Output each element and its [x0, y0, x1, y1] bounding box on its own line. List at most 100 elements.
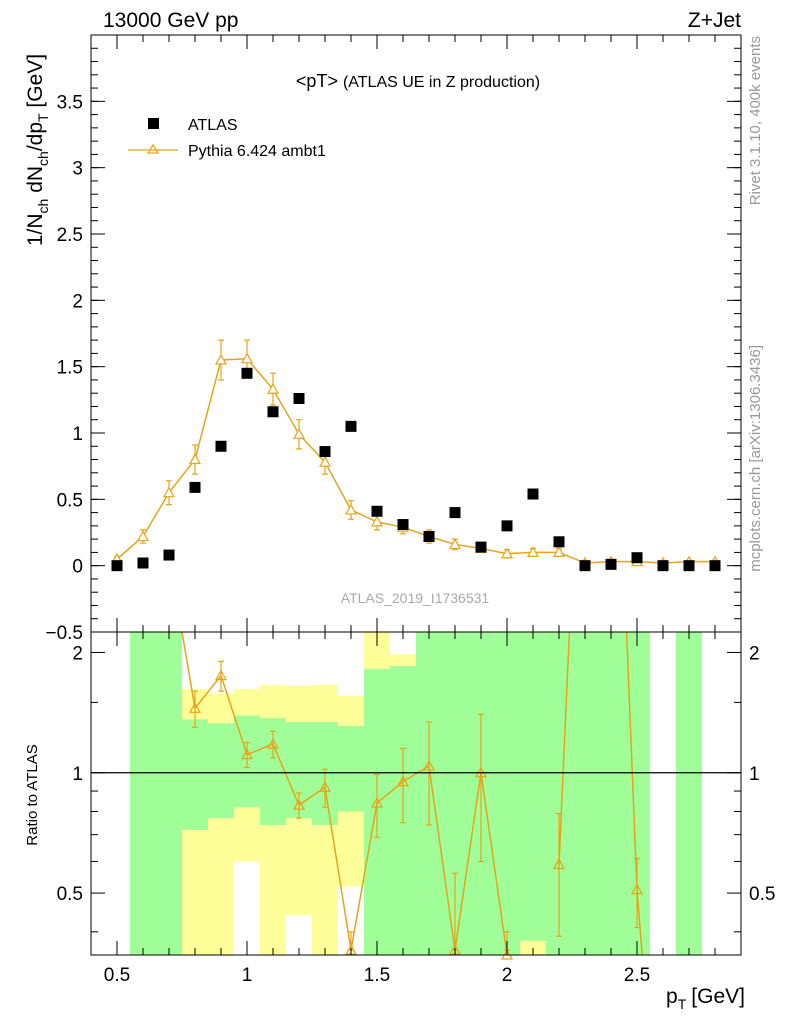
ratio-point [292, 798, 306, 810]
ratio-green-band [130, 632, 156, 955]
ratio-green-band [598, 632, 624, 955]
main-data-layer [110, 339, 722, 572]
y-tick-label: 2 [72, 291, 83, 312]
ratio-point [396, 775, 410, 787]
x-tick-label: 2 [502, 965, 513, 986]
atlas-point [319, 446, 331, 458]
ratio-green-band [676, 632, 702, 955]
y-tick-label: −0.5 [45, 623, 83, 644]
ratio-point [552, 858, 566, 869]
ratio-frame [90, 631, 742, 956]
header-right: Z+Jet [688, 9, 741, 32]
pythia-point [318, 455, 332, 467]
pythia-point [136, 530, 150, 542]
atlas-point [189, 481, 201, 493]
atlas-point [709, 560, 721, 572]
y-axis-label: 1/Nch dNch/dpT [GeV] [24, 54, 51, 246]
ratio-y-tick-label: 1 [72, 764, 83, 785]
pythia-point [448, 538, 462, 550]
atlas-point [527, 488, 539, 500]
plot-title-sub: (ATLAS UE in Z production) [343, 74, 540, 91]
x-tick-label: 1 [242, 965, 253, 986]
atlas-point [137, 557, 149, 569]
pythia-point [214, 353, 228, 365]
ratio-green-band [208, 723, 234, 819]
x-axis-label-main: p [666, 985, 678, 1008]
pythia-point [344, 503, 358, 515]
pythia-point [188, 453, 202, 465]
ratio-point [214, 669, 228, 681]
ratio-point [266, 737, 280, 749]
y-tick-label: 1.5 [57, 358, 83, 379]
ratio-y-tick-label-right: 2 [749, 643, 760, 664]
ratio-y-tick-label: 0.5 [57, 884, 83, 905]
legend-label-atlas: ATLAS [188, 117, 238, 134]
ratio-green-band [520, 632, 546, 941]
atlas-point [657, 560, 669, 572]
atlas-point [267, 406, 279, 418]
ratio-y-tick-label-right: 1 [749, 764, 760, 785]
x-tick-label: 0.5 [104, 965, 130, 986]
ratio-green-band [494, 632, 520, 955]
ratio-point [422, 759, 436, 771]
atlas-point [423, 530, 435, 542]
atlas-point [553, 536, 565, 548]
plot-title: <pT> (ATLAS UE in Z production) [296, 71, 540, 91]
ratio-green-band [338, 725, 364, 812]
legend: ATLAS Pythia 6.424 ambt1 [128, 117, 326, 160]
pythia-line [116, 357, 715, 564]
ratio-point [630, 883, 644, 895]
legend-marker-pythia [146, 143, 160, 154]
x-axis-label-unit: [GeV] [691, 985, 745, 1008]
pythia-point [500, 547, 514, 559]
atlas-point [111, 560, 123, 572]
ratio-axes: 0.5 0.5 1 1 2 2 0.5 1 1.5 2 2.5 [57, 632, 775, 986]
x-tick-label: 1.5 [364, 965, 390, 986]
y-tick-label: 2.5 [57, 225, 83, 246]
ratio-point [240, 748, 254, 760]
ratio-data-layer [181, 631, 644, 960]
pythia-point [240, 352, 254, 364]
y-tick-label: 0.5 [57, 490, 83, 511]
ratio-bands [130, 632, 702, 955]
y-tick-label: 0 [72, 557, 83, 578]
ratio-line [181, 631, 508, 956]
atlas-point [371, 505, 383, 517]
pythia-point [266, 382, 280, 394]
header-left: 13000 GeV pp [103, 9, 238, 32]
atlas-point [397, 519, 409, 531]
legend-marker-atlas [148, 118, 159, 129]
ratio-line-spike [558, 631, 571, 865]
x-tick-label: 2.5 [624, 965, 650, 986]
watermark: ATLAS_2019_I1736531 [341, 590, 490, 606]
ratio-point [318, 781, 332, 792]
ratio-y-tick-label-right: 0.5 [749, 884, 775, 905]
atlas-point [215, 440, 227, 452]
atlas-point [605, 558, 617, 570]
atlas-point [501, 520, 513, 532]
pythia-point [552, 546, 566, 557]
pythia-point [292, 428, 306, 439]
ratio-y-tick-label: 2 [72, 643, 83, 664]
ratio-y-axis-label: Ratio to ATLAS [24, 744, 41, 845]
y-tick-label: 1 [72, 424, 83, 445]
atlas-point [293, 393, 305, 405]
ratio-band-gap [234, 861, 260, 955]
rivet-label: Rivet 3.1.10, 400k events [747, 36, 764, 205]
atlas-point [683, 560, 695, 572]
atlas-point [475, 541, 487, 553]
pythia-point [526, 546, 540, 557]
atlas-point [631, 552, 643, 564]
atlas-point [449, 507, 461, 519]
ratio-green-band [156, 632, 182, 955]
mcplots-label: mcplots.cern.ch [arXiv:1306.3436] [747, 345, 764, 572]
x-axis-label-sub: T [678, 996, 687, 1012]
main-axes: −0.5 0 0.5 1 1.5 2 2.5 3 3.5 [45, 35, 742, 644]
atlas-point [345, 420, 357, 432]
y-tick-label: 3.5 [57, 92, 83, 113]
atlas-point [241, 367, 253, 379]
pythia-point [370, 515, 384, 527]
ratio-green-band [572, 632, 598, 955]
atlas-point [163, 549, 175, 561]
